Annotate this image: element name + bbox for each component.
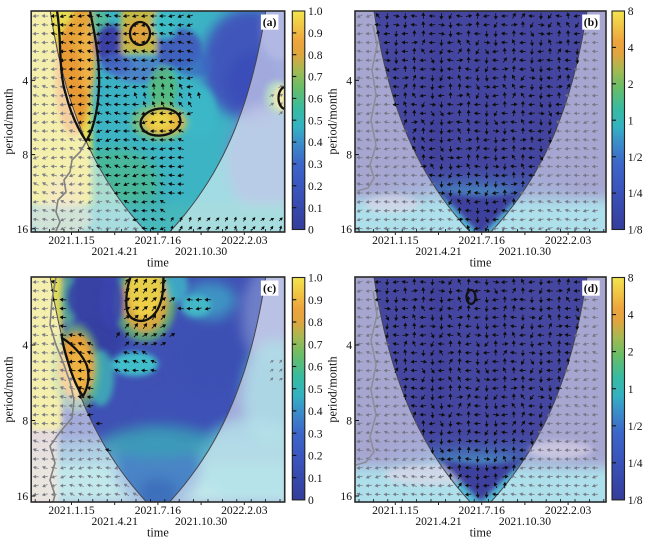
svg-text:period/month: period/month [2, 88, 16, 154]
svg-text:1: 1 [628, 383, 634, 396]
svg-text:1: 1 [628, 114, 634, 127]
svg-text:0.3: 0.3 [308, 158, 323, 171]
svg-text:8: 8 [22, 415, 28, 428]
svg-text:0.4: 0.4 [308, 136, 323, 149]
svg-text:time: time [470, 526, 492, 540]
svg-text:1/8: 1/8 [628, 494, 643, 507]
svg-text:2021.10.30: 2021.10.30 [499, 245, 551, 258]
svg-text:2021.4.21: 2021.4.21 [92, 515, 139, 528]
svg-text:16: 16 [17, 223, 29, 236]
svg-text:8: 8 [346, 149, 352, 162]
svg-text:4: 4 [346, 339, 352, 352]
svg-text:2: 2 [628, 346, 634, 359]
svg-text:0.1: 0.1 [308, 202, 323, 215]
svg-text:2022.2.03: 2022.2.03 [545, 504, 592, 517]
svg-text:2: 2 [628, 78, 634, 91]
svg-text:8: 8 [628, 272, 634, 285]
svg-text:0.4: 0.4 [308, 405, 323, 418]
svg-text:2021.1.15: 2021.1.15 [372, 504, 419, 517]
svg-text:0.2: 0.2 [308, 450, 323, 463]
svg-text:0.6: 0.6 [308, 361, 323, 374]
svg-text:1/2: 1/2 [628, 420, 643, 433]
svg-text:2021.1.15: 2021.1.15 [48, 504, 95, 517]
svg-text:16: 16 [340, 490, 352, 503]
svg-text:0.8: 0.8 [308, 316, 323, 329]
svg-text:0.1: 0.1 [308, 472, 323, 485]
svg-text:1/4: 1/4 [628, 187, 643, 200]
svg-text:2021.1.15: 2021.1.15 [372, 234, 419, 247]
svg-text:2021.7.16: 2021.7.16 [459, 504, 506, 517]
svg-text:2021.4.21: 2021.4.21 [415, 515, 462, 528]
svg-text:time: time [147, 256, 169, 270]
svg-text:0.9: 0.9 [308, 27, 323, 40]
svg-text:(a): (a) [263, 15, 277, 29]
svg-text:4: 4 [22, 339, 28, 352]
svg-text:1/2: 1/2 [628, 151, 643, 164]
svg-text:0.5: 0.5 [308, 114, 323, 127]
svg-text:8: 8 [346, 415, 352, 428]
svg-text:2021.4.21: 2021.4.21 [92, 245, 139, 258]
svg-text:2021.7.16: 2021.7.16 [135, 504, 182, 517]
svg-text:2021.1.15: 2021.1.15 [48, 234, 95, 247]
svg-text:0.7: 0.7 [308, 71, 323, 84]
svg-text:time: time [147, 526, 169, 540]
svg-text:8: 8 [22, 149, 28, 162]
svg-text:4: 4 [22, 74, 28, 87]
svg-text:4: 4 [628, 42, 634, 55]
svg-text:1/4: 1/4 [628, 457, 643, 470]
svg-text:period/month: period/month [2, 356, 16, 422]
svg-text:2021.7.16: 2021.7.16 [135, 234, 182, 247]
svg-text:2022.2.03: 2022.2.03 [545, 234, 592, 247]
svg-text:time: time [470, 256, 492, 270]
svg-text:1.0: 1.0 [308, 5, 323, 18]
svg-text:4: 4 [346, 74, 352, 87]
svg-text:0.6: 0.6 [308, 93, 323, 106]
svg-text:2021.7.16: 2021.7.16 [459, 234, 506, 247]
svg-text:(d): (d) [584, 281, 598, 295]
svg-text:0.8: 0.8 [308, 49, 323, 62]
svg-text:2021.10.30: 2021.10.30 [499, 515, 551, 528]
svg-text:period/month: period/month [326, 88, 340, 154]
svg-text:2021.10.30: 2021.10.30 [175, 515, 227, 528]
svg-text:0.2: 0.2 [308, 180, 323, 193]
svg-text:1.0: 1.0 [308, 272, 323, 285]
svg-text:1/8: 1/8 [628, 224, 643, 237]
svg-text:0.5: 0.5 [308, 383, 323, 396]
svg-text:(b): (b) [584, 15, 598, 29]
svg-text:2022.2.03: 2022.2.03 [221, 504, 268, 517]
svg-text:2021.4.21: 2021.4.21 [415, 245, 462, 258]
svg-text:4: 4 [628, 309, 634, 322]
svg-text:(c): (c) [263, 281, 276, 295]
svg-text:0.9: 0.9 [308, 294, 323, 307]
svg-text:16: 16 [340, 223, 352, 236]
svg-text:0.3: 0.3 [308, 427, 323, 440]
svg-text:0: 0 [308, 224, 314, 237]
svg-text:0.7: 0.7 [308, 338, 323, 351]
svg-text:2021.10.30: 2021.10.30 [175, 245, 227, 258]
svg-text:16: 16 [17, 490, 29, 503]
svg-text:period/month: period/month [326, 356, 340, 422]
svg-text:2022.2.03: 2022.2.03 [221, 234, 268, 247]
svg-text:8: 8 [628, 5, 634, 18]
svg-text:0: 0 [308, 494, 314, 507]
